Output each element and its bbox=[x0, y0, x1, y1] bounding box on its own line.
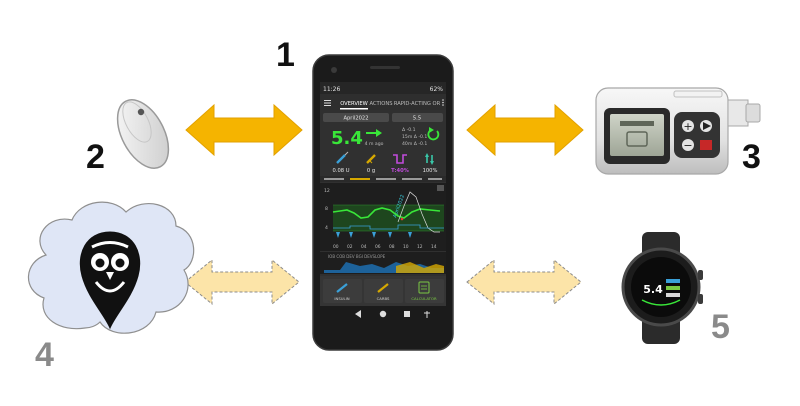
status-icons-row: 0.08 U 0 g T:40% 100% bbox=[333, 151, 438, 174]
x-label-08: 08 bbox=[389, 244, 395, 250]
autosens-value: 100% bbox=[423, 168, 438, 174]
y-label-12: 12 bbox=[324, 188, 330, 194]
tab-actions[interactable]: ACTIONS bbox=[369, 101, 392, 107]
x-label-14: 14 bbox=[431, 244, 437, 250]
cgm-sensor-icon bbox=[116, 99, 170, 169]
insulin-button-label: INSULIN bbox=[334, 296, 349, 301]
bg-line bbox=[332, 207, 441, 219]
autosens-icon bbox=[425, 153, 434, 165]
x-label-04: 04 bbox=[361, 244, 367, 250]
svg-text:−: − bbox=[683, 139, 692, 152]
trend-arrow-icon bbox=[366, 129, 382, 137]
battery-level: 62% bbox=[430, 86, 444, 93]
svg-text:+: + bbox=[683, 120, 692, 133]
home-icon[interactable] bbox=[379, 310, 387, 318]
x-label-10: 10 bbox=[403, 244, 409, 250]
iob-value: 0.08 U bbox=[333, 168, 350, 174]
carbs-icon bbox=[366, 154, 376, 164]
label-phone: 1 bbox=[276, 36, 295, 74]
refresh-loop-icon[interactable] bbox=[427, 127, 440, 141]
y-label-8: 8 bbox=[325, 206, 328, 212]
delta-2: 15m Δ -0.1 bbox=[402, 134, 427, 140]
label-cloud: 4 bbox=[35, 336, 54, 374]
delta-1: Δ -0.1 bbox=[402, 127, 416, 133]
bolus-markers bbox=[336, 232, 412, 238]
profile-target-row: April2022 5.5 bbox=[323, 113, 443, 122]
arrow-cloud-phone bbox=[184, 258, 300, 306]
bg-chart: 12 8 4 April2022 00 02 04 06 08 10 12 14 bbox=[320, 183, 446, 251]
device-status-line bbox=[320, 176, 446, 182]
watch-bg-value: 5.4 bbox=[643, 283, 663, 296]
carbs-button-label: CARBS bbox=[377, 296, 390, 301]
secondary-chart: IOB COB DEV BGI DEVSLOPE bbox=[320, 252, 446, 274]
label-sensor: 2 bbox=[86, 138, 105, 176]
secondary-chart-legend: IOB COB DEV BGI DEVSLOPE bbox=[328, 254, 386, 259]
basal-value: T:40% bbox=[391, 168, 410, 174]
action-buttons: INSULIN CARBS CALCULATOR bbox=[320, 276, 446, 306]
phone-status-bar: 11:26 62% bbox=[320, 82, 446, 94]
insulin-pump-icon: + − bbox=[595, 87, 761, 175]
recents-icon[interactable] bbox=[404, 311, 410, 317]
nightscout-owl-icon bbox=[79, 231, 141, 330]
basal-icon bbox=[393, 154, 407, 164]
calculator-button[interactable]: CALCULATOR bbox=[405, 279, 444, 303]
accessibility-icon[interactable] bbox=[424, 311, 430, 318]
tab-rapid-acting[interactable]: RAPID-ACTING OR bbox=[394, 101, 441, 107]
status-time: 11:26 bbox=[323, 86, 340, 93]
label-watch: 5 bbox=[711, 308, 730, 346]
smartwatch-icon: 5.4 bbox=[621, 232, 703, 344]
phone-tab-bar: OVERVIEW ACTIONS RAPID-ACTING OR bbox=[320, 94, 446, 110]
x-label-12: 12 bbox=[417, 244, 423, 250]
syringe-icon bbox=[336, 151, 349, 164]
cob-value: 0 g bbox=[367, 168, 375, 174]
arrow-phone-pump bbox=[466, 103, 584, 157]
label-pump: 3 bbox=[742, 138, 761, 176]
back-icon[interactable] bbox=[355, 310, 361, 318]
time-ago: 4 m ago bbox=[365, 141, 384, 147]
x-label-00: 00 bbox=[333, 244, 339, 250]
carbs-button[interactable]: CARBS bbox=[364, 279, 403, 303]
x-label-02: 02 bbox=[347, 244, 353, 250]
insulin-button[interactable]: INSULIN bbox=[323, 279, 362, 303]
profile-name[interactable]: April2022 bbox=[343, 116, 368, 122]
target-value[interactable]: 5.5 bbox=[413, 116, 421, 122]
prediction-line bbox=[397, 191, 440, 233]
bg-block: 5.4 4 m ago Δ -0.1 15m Δ -0.1 40m Δ -0.1 bbox=[331, 127, 440, 149]
basal-line bbox=[333, 224, 444, 230]
phone-nav-bar bbox=[320, 306, 446, 322]
arrow-sensor-phone bbox=[185, 103, 303, 157]
calculator-button-label: CALCULATOR bbox=[411, 296, 437, 301]
x-label-06: 06 bbox=[375, 244, 381, 250]
bg-value: 5.4 bbox=[331, 128, 363, 149]
delta-3: 40m Δ -0.1 bbox=[402, 141, 427, 147]
arrow-phone-watch bbox=[466, 258, 582, 306]
tab-overview[interactable]: OVERVIEW bbox=[340, 101, 368, 107]
y-label-4: 4 bbox=[325, 225, 328, 231]
